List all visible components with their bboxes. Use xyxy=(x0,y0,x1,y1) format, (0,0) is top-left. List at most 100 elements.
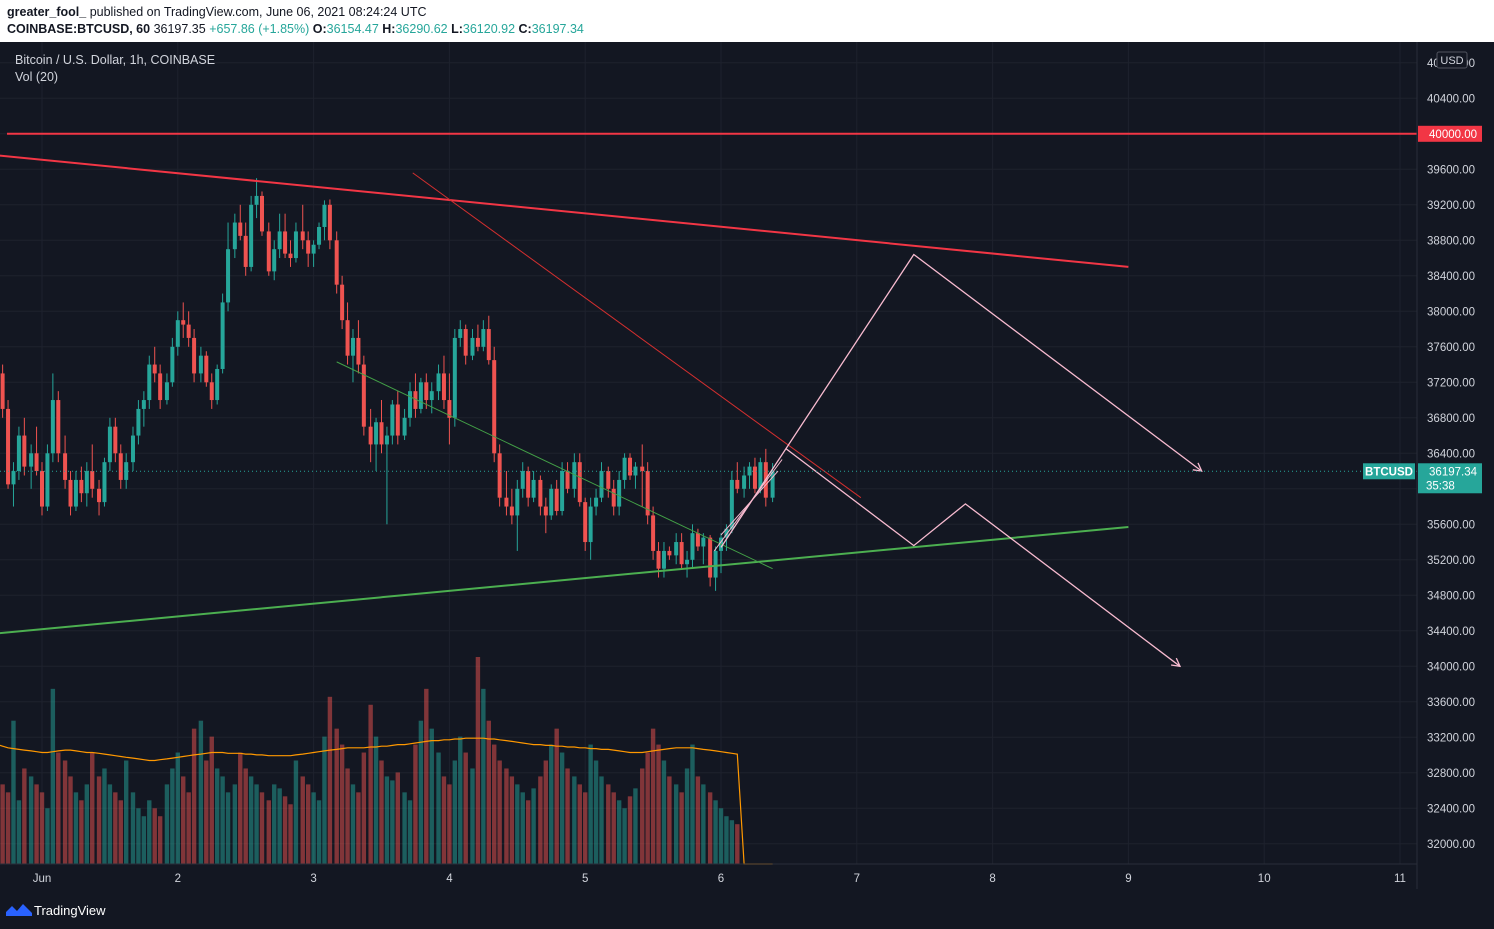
candle-body xyxy=(458,329,463,338)
time-axis[interactable]: Jun 2 3 4 5 6 7 8 9 10 11 xyxy=(33,873,1406,885)
candle-body xyxy=(747,466,752,476)
volume-bar xyxy=(679,792,684,864)
candle-body xyxy=(204,355,209,383)
volume-bar xyxy=(204,760,209,864)
candle-body xyxy=(311,244,316,254)
trendline-rising-support xyxy=(0,525,1129,635)
volume-bar xyxy=(186,792,191,864)
volume-bar xyxy=(282,796,288,864)
author-name[interactable]: greater_fool_ xyxy=(7,5,87,19)
low-value: 36120.92 xyxy=(462,22,516,36)
volume-bar xyxy=(327,696,333,864)
volume-bar xyxy=(73,792,79,864)
volume-bar xyxy=(68,776,73,864)
candle-body xyxy=(293,231,298,259)
time-tick-label: 10 xyxy=(1258,873,1271,885)
candle-body xyxy=(413,391,418,409)
level-price-tag xyxy=(1418,125,1482,142)
last-price-tag-value: 36197.34 xyxy=(1429,466,1478,478)
volume-bar xyxy=(118,800,123,864)
candle-body xyxy=(594,497,599,507)
open-label: O: xyxy=(312,22,327,36)
volume-bar xyxy=(690,744,695,864)
projection-arrowhead xyxy=(1171,657,1182,668)
volume-bar xyxy=(130,792,136,864)
price-axis[interactable]: 40800.0040400.0040000.0039600.0039200.00… xyxy=(1427,51,1475,851)
volume-bar xyxy=(504,768,509,864)
tradingview-brand[interactable]: TradingView xyxy=(34,903,106,918)
currency-label: USD xyxy=(1440,55,1463,67)
volume-bar xyxy=(11,720,16,864)
volume-bar xyxy=(645,752,650,864)
volume-bar xyxy=(56,752,61,864)
volume-bar xyxy=(559,752,565,864)
candle-body xyxy=(254,195,259,205)
candle-body xyxy=(50,400,55,454)
candle-body xyxy=(441,373,446,401)
volume-bar xyxy=(181,776,186,864)
candle-body xyxy=(770,471,775,498)
volume-bar xyxy=(102,768,107,864)
price-tick-label: 32400.00 xyxy=(1427,803,1475,815)
candle-body xyxy=(577,462,582,503)
candle-body xyxy=(617,479,622,507)
time-tick-label: 2 xyxy=(175,873,181,885)
candle-body xyxy=(300,231,305,241)
candle-body xyxy=(259,195,264,232)
volume-bar xyxy=(447,784,452,864)
volume-bar xyxy=(497,760,502,864)
price-tick-label: 38000.00 xyxy=(1427,306,1475,318)
volume-bar xyxy=(123,760,129,864)
volume-bar xyxy=(429,728,434,864)
volume-bar xyxy=(701,784,706,864)
price-tick-label: 34400.00 xyxy=(1427,626,1475,638)
footer: TradingView xyxy=(0,889,1494,929)
volume-bar xyxy=(356,792,361,864)
volume-bar xyxy=(361,752,367,864)
candle-body xyxy=(361,364,366,427)
volume-bar xyxy=(606,784,611,864)
volume-bar xyxy=(481,688,486,864)
candle-body xyxy=(368,426,373,445)
volume-bar xyxy=(34,784,39,864)
drawings[interactable] xyxy=(0,132,1417,668)
candle-body xyxy=(181,320,186,325)
candle-body xyxy=(356,337,361,365)
price-tick-label: 38800.00 xyxy=(1427,235,1475,247)
symbol-tag-label: BTCUSD xyxy=(1365,466,1413,478)
volume-bar xyxy=(724,816,729,864)
volume-bar xyxy=(418,720,424,864)
price-chart[interactable]: 40800.0040400.0040000.0039600.0039200.00… xyxy=(0,42,1494,889)
volume-bar xyxy=(402,792,407,864)
candle-body xyxy=(679,542,684,565)
candle-body xyxy=(724,528,729,538)
candle-body xyxy=(674,542,679,556)
candle-body xyxy=(147,364,152,401)
price-tick-label: 40400.00 xyxy=(1427,93,1475,105)
candle-body xyxy=(690,533,695,560)
volume-bar xyxy=(45,808,50,864)
candle-body xyxy=(141,400,146,409)
last-price-tag xyxy=(1418,463,1482,494)
volume-bar xyxy=(572,776,577,864)
price-tick-label: 37200.00 xyxy=(1427,377,1475,389)
trendline-descending-resistance xyxy=(0,154,1129,268)
volume-bar xyxy=(141,816,147,864)
volume-bar xyxy=(191,728,197,864)
time-tick-label: 4 xyxy=(446,873,453,885)
candle-body xyxy=(322,204,327,227)
volume-bar xyxy=(436,752,441,864)
volume-bar xyxy=(640,768,645,864)
volume-bar xyxy=(407,800,413,864)
candle-body xyxy=(334,240,339,285)
volume-bar xyxy=(599,776,604,864)
candle-body xyxy=(685,559,690,565)
price-tick-label: 34000.00 xyxy=(1427,661,1475,673)
candle-body xyxy=(215,368,220,401)
volume-bar xyxy=(232,784,238,864)
volume-bar xyxy=(616,800,622,864)
candle-body xyxy=(306,240,311,254)
candle-body xyxy=(164,382,169,401)
candle-body xyxy=(572,462,577,489)
price-change: +657.86 (+1.85%) xyxy=(209,22,310,36)
